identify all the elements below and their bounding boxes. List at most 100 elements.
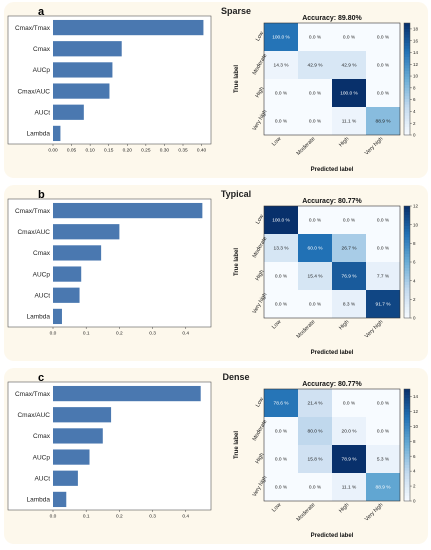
colorbar-segment-a xyxy=(404,48,410,52)
colorbar-segment-a xyxy=(404,84,410,88)
colorbar-segment-c xyxy=(404,456,410,460)
cm-x-class-label-b: Moderate xyxy=(296,319,317,340)
cm-cell-a xyxy=(298,107,332,135)
cm-cell-value-b: 26.7 % xyxy=(342,246,358,252)
panel-c: c Dense Cmax/Tmax Cmax/AUC Cmax AUCp AUCt Lambd… xyxy=(4,368,428,544)
panel-b-figure: b Typical Cmax/Tmax Cmax/AUC Cmax AUCp AUCt Lam… xyxy=(7,189,419,356)
colorbar-tick-label-b: 0 xyxy=(413,316,416,321)
colorbar-segment-b xyxy=(404,220,410,224)
colorbar-tick-label-b: 4 xyxy=(413,278,416,283)
cm-cell-b xyxy=(298,206,332,234)
panel-label-a: a xyxy=(38,6,45,18)
colorbar-tick-label-b: 8 xyxy=(413,241,416,246)
cm-cell-value-c: 5.3 % xyxy=(377,457,390,463)
colorbar-segment-b xyxy=(404,301,410,305)
colorbar-segment-b xyxy=(404,256,410,260)
colorbar-tick-label-a: 12 xyxy=(413,62,419,67)
colorbar-segment-a xyxy=(404,107,410,111)
colorbar-segment-b xyxy=(404,306,410,310)
colorbar-segment-c xyxy=(404,470,410,474)
cm-cell-value-c: 11.1 % xyxy=(342,485,357,491)
colorbar-segment-a xyxy=(404,123,410,127)
colorbar-segment-c xyxy=(404,478,410,482)
colorbar-segment-c xyxy=(404,389,410,393)
colorbar-segment-b xyxy=(404,214,410,218)
colorbar-tick-label-b: 2 xyxy=(413,297,416,302)
importance-bar-c xyxy=(53,428,103,444)
cm-cell-value-c: 0.0 % xyxy=(377,401,390,407)
colorbar-segment-c xyxy=(404,425,410,429)
colorbar-segment-c xyxy=(404,419,410,423)
feature-label-a: Lambda xyxy=(27,131,51,138)
colorbar-tick-label-a: 14 xyxy=(413,50,419,55)
colorbar-tick-label-a: 16 xyxy=(413,38,419,43)
cm-cell-a xyxy=(366,23,400,51)
cm-cell-a xyxy=(264,23,298,51)
importance-bar-b xyxy=(53,308,62,325)
cm-cell-a xyxy=(332,23,366,51)
cm-cell-c xyxy=(264,389,298,417)
colorbar-tick-label-c: 6 xyxy=(413,454,416,459)
colorbar-tick-label-c: 14 xyxy=(413,394,419,399)
x-tick-label-c: 0.2 xyxy=(116,514,123,520)
colorbar-segment-c xyxy=(404,433,410,437)
colorbar-segment-c xyxy=(404,411,410,415)
colorbar-segment-c xyxy=(404,484,410,488)
feature-label-a: AUCt xyxy=(34,109,50,116)
colorbar-tick-label-a: 10 xyxy=(413,74,419,79)
cm-cell-value-a: 88.9 % xyxy=(376,119,392,125)
cm-cell-value-c: 0.0 % xyxy=(275,485,288,491)
colorbar-segment-c xyxy=(404,436,410,440)
cm-x-class-label-c: High xyxy=(338,502,350,514)
panel-label-b: b xyxy=(38,189,45,201)
colorbar-segment-b xyxy=(404,253,410,257)
colorbar-frame-a xyxy=(403,22,411,136)
importance-plot-frame-a xyxy=(7,15,212,145)
colorbar-segment-b xyxy=(404,206,410,210)
importance-bar-a xyxy=(53,41,122,57)
cm-cell-value-c: 20.0 % xyxy=(342,429,358,435)
colorbar-tick-label-c: 12 xyxy=(413,409,419,414)
colorbar-segment-a xyxy=(404,62,410,66)
feature-label-b: AUCp xyxy=(33,271,51,278)
importance-plot-frame-c xyxy=(7,381,212,511)
feature-label-c: Lambda xyxy=(27,497,51,504)
colorbar-segment-b xyxy=(404,298,410,302)
cm-cell-c xyxy=(366,473,400,501)
cm-cell-value-a: 42.9 % xyxy=(308,63,324,69)
cm-cell-value-a: 0.0 % xyxy=(377,35,390,41)
cm-cell-value-c: 15.8 % xyxy=(308,457,324,463)
colorbar-segment-c xyxy=(404,397,410,401)
importance-bar-a xyxy=(53,125,61,142)
colorbar-segment-a xyxy=(404,45,410,49)
cm-cell-value-b: 0.0 % xyxy=(309,302,322,308)
cm-x-class-label-b: Very high xyxy=(364,319,384,339)
cm-xlabel-a: Predicted label xyxy=(311,167,354,173)
colorbar-segment-a xyxy=(404,28,410,32)
importance-bar-a xyxy=(53,19,204,36)
feature-label-c: Cmax xyxy=(33,433,51,440)
colorbar-segment-b xyxy=(404,292,410,296)
colorbar-segment-b xyxy=(404,287,410,291)
colorbar-segment-c xyxy=(404,447,410,451)
colorbar-segment-b xyxy=(404,295,410,299)
panel-a-figure: a Sparse Cmax/Tmax Cmax AUCp Cmax/AUC AUCt Lamb… xyxy=(7,6,419,173)
cm-cell-a xyxy=(366,51,400,79)
cm-frame-a xyxy=(263,22,401,136)
cm-x-class-label-c: Very high xyxy=(364,502,384,522)
cm-cell-a xyxy=(264,107,298,135)
colorbar-segment-a xyxy=(404,112,410,116)
cm-cell-value-b: 100.0 % xyxy=(272,218,290,224)
feature-label-a: AUCp xyxy=(33,67,51,74)
importance-bar-b xyxy=(53,202,203,219)
cm-cell-c xyxy=(366,389,400,417)
colorbar-segment-c xyxy=(404,403,410,407)
colorbar-segment-b xyxy=(404,259,410,263)
x-tick-label-c: 0.4 xyxy=(182,514,189,520)
colorbar-tick-label-c: 8 xyxy=(413,439,416,444)
colorbar-segment-a xyxy=(404,90,410,94)
colorbar-segment-a xyxy=(404,98,410,102)
cm-x-class-label-a: Very high xyxy=(364,136,384,156)
colorbar-segment-b xyxy=(404,245,410,249)
importance-bar-b xyxy=(53,224,120,240)
